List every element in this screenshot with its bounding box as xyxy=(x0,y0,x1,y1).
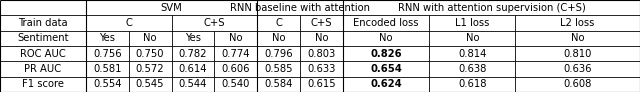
Text: PR AUC: PR AUC xyxy=(24,64,61,74)
Text: 0.606: 0.606 xyxy=(221,64,250,74)
Text: ROC AUC: ROC AUC xyxy=(20,49,66,59)
Text: Yes: Yes xyxy=(99,33,115,43)
Text: L1 loss: L1 loss xyxy=(455,18,490,28)
Text: C+S: C+S xyxy=(204,18,225,28)
Text: L2 loss: L2 loss xyxy=(561,18,595,28)
Text: 0.618: 0.618 xyxy=(458,79,486,89)
Text: C: C xyxy=(275,18,282,28)
Text: 0.615: 0.615 xyxy=(307,79,336,89)
Text: 0.638: 0.638 xyxy=(458,64,486,74)
Text: No: No xyxy=(272,33,285,43)
Text: RNN baseline with attention: RNN baseline with attention xyxy=(230,3,370,13)
Text: 0.608: 0.608 xyxy=(563,79,592,89)
Text: 0.581: 0.581 xyxy=(93,64,122,74)
Text: Sentiment: Sentiment xyxy=(17,33,68,43)
Text: 0.585: 0.585 xyxy=(264,64,293,74)
Text: 0.774: 0.774 xyxy=(221,49,250,59)
Text: Encoded loss: Encoded loss xyxy=(353,18,419,28)
Text: No: No xyxy=(465,33,479,43)
Text: No: No xyxy=(571,33,584,43)
Text: 0.826: 0.826 xyxy=(371,49,402,59)
Text: 0.796: 0.796 xyxy=(264,49,293,59)
Text: 0.614: 0.614 xyxy=(179,64,207,74)
Text: Train data: Train data xyxy=(18,18,68,28)
Text: 0.654: 0.654 xyxy=(371,64,402,74)
Text: No: No xyxy=(143,33,157,43)
Text: 0.756: 0.756 xyxy=(93,49,122,59)
Text: 0.544: 0.544 xyxy=(179,79,207,89)
Text: 0.803: 0.803 xyxy=(307,49,336,59)
Text: 0.633: 0.633 xyxy=(307,64,336,74)
Text: SVM: SVM xyxy=(161,3,182,13)
Text: 0.810: 0.810 xyxy=(563,49,592,59)
Text: 0.782: 0.782 xyxy=(179,49,207,59)
Text: 0.540: 0.540 xyxy=(221,79,250,89)
Text: No: No xyxy=(380,33,393,43)
Text: C: C xyxy=(125,18,132,28)
Text: No: No xyxy=(315,33,328,43)
Text: 0.636: 0.636 xyxy=(563,64,592,74)
Text: 0.584: 0.584 xyxy=(264,79,293,89)
Text: No: No xyxy=(229,33,243,43)
Text: C+S: C+S xyxy=(311,18,332,28)
Text: Yes: Yes xyxy=(185,33,201,43)
Text: 0.545: 0.545 xyxy=(136,79,164,89)
Text: 0.814: 0.814 xyxy=(458,49,486,59)
Text: 0.572: 0.572 xyxy=(136,64,164,74)
Text: 0.624: 0.624 xyxy=(371,79,402,89)
Text: 0.750: 0.750 xyxy=(136,49,164,59)
Text: F1 score: F1 score xyxy=(22,79,64,89)
Text: RNN with attention supervision (C+S): RNN with attention supervision (C+S) xyxy=(397,3,586,13)
Text: 0.554: 0.554 xyxy=(93,79,122,89)
